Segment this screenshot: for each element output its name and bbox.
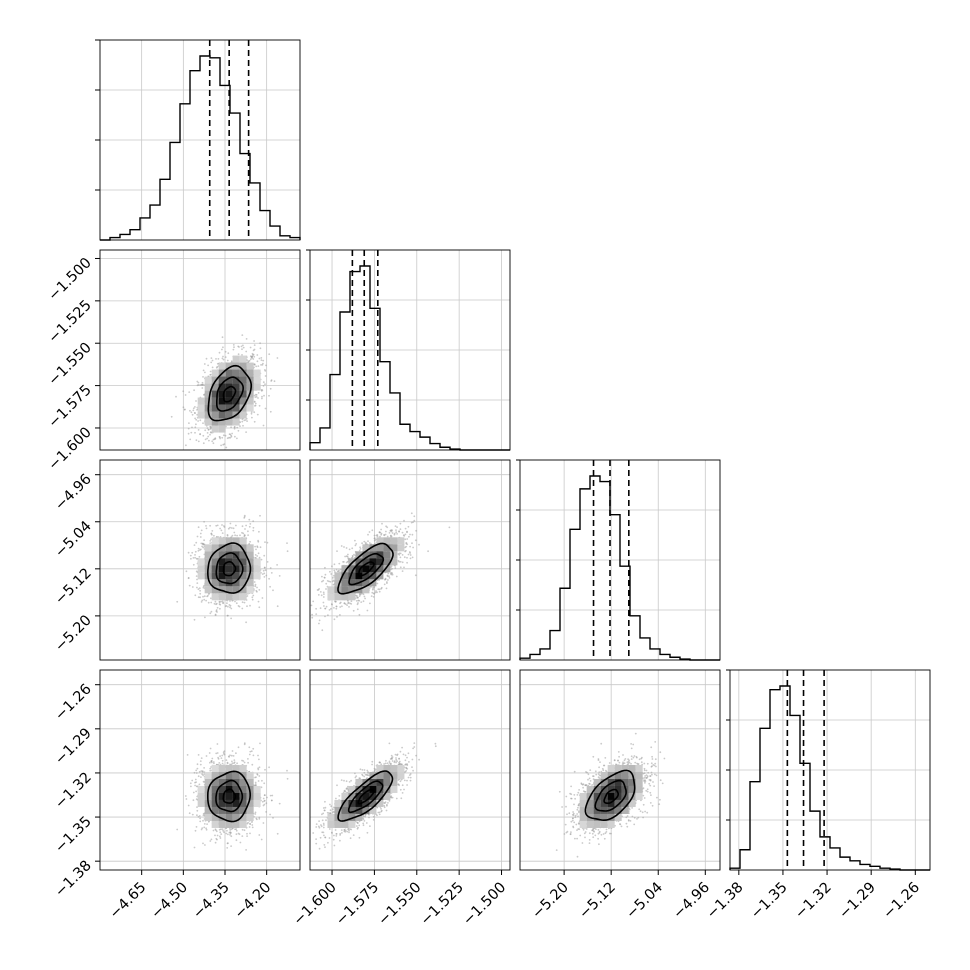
contour-line-2-1-1 [348, 552, 385, 586]
gridlines [310, 250, 510, 450]
contour-line-1-0-0 [222, 385, 237, 403]
x-tick-label: −5.12 [576, 880, 619, 923]
x-tick-label: −5.04 [623, 880, 666, 923]
y-tick-label: −1.550 [46, 340, 95, 389]
gridlines [100, 670, 300, 870]
contour-line-3-2-1 [594, 779, 627, 812]
panel-frame [519, 669, 721, 871]
contour-line-3-1-2 [337, 770, 394, 822]
contour-line-1-0-1 [216, 376, 245, 412]
x-tick-label: −1.500 [460, 880, 509, 929]
contour-line-2-0-1 [215, 552, 244, 585]
x-tick-label: −5.20 [529, 880, 572, 923]
gridlines [520, 460, 720, 660]
contour-line-2-1-0 [357, 561, 375, 577]
y-tick-label: −5.04 [52, 518, 95, 561]
density-cells-2-0 [197, 537, 261, 601]
x-tick-label: −4.20 [232, 880, 275, 923]
x-tick-label: −1.550 [375, 880, 424, 929]
gridlines [730, 670, 930, 870]
contour-line-2-0-0 [222, 561, 237, 577]
y-tick-label: −1.29 [52, 725, 95, 768]
x-tick-label: −1.29 [836, 880, 879, 923]
x-tick-label: −1.575 [333, 880, 382, 929]
panel-frame [309, 459, 511, 661]
contour-line-1-0-2 [207, 364, 252, 422]
gridlines [310, 460, 510, 660]
y-tick-label: −1.32 [52, 769, 95, 812]
y-tick-label: −5.12 [52, 565, 95, 608]
panel-frame [99, 249, 301, 451]
contour-line-3-2-2 [584, 769, 636, 822]
gridlines [310, 670, 510, 870]
x-tick-label: −1.38 [704, 880, 747, 923]
x-tick-label: −1.600 [291, 880, 340, 929]
contour-line-3-1-1 [347, 780, 384, 814]
x-tick-label: −4.65 [107, 880, 150, 923]
density-cells-3-0 [197, 764, 261, 828]
x-tick-label: −4.50 [148, 880, 191, 923]
x-tick-label: −1.32 [792, 880, 835, 923]
panel-frame [99, 459, 301, 661]
contour-line-2-0-2 [206, 542, 252, 594]
y-tick-label: −4.96 [52, 471, 95, 514]
gridlines [100, 460, 300, 660]
y-tick-label: −1.500 [46, 255, 95, 304]
histogram-step-2 [519, 475, 720, 661]
histogram-step-0 [100, 55, 301, 241]
x-tick-label: −1.35 [748, 880, 791, 923]
y-tick-label: −1.38 [52, 858, 95, 901]
panel-frame [309, 669, 511, 871]
x-tick-label: −1.26 [880, 880, 923, 923]
y-tick-label: −1.26 [52, 681, 95, 724]
y-tick-label: −1.575 [46, 382, 95, 431]
panel-frame [99, 669, 301, 871]
histogram-step-3 [729, 685, 930, 871]
contour-line-2-1-2 [337, 542, 394, 595]
contour-line-3-0-0 [222, 788, 237, 804]
histogram-step-1 [309, 265, 510, 451]
gridlines [100, 40, 300, 240]
y-tick-label: −1.525 [46, 297, 95, 346]
y-tick-label: −1.600 [46, 424, 95, 473]
x-tick-label: −1.525 [418, 880, 467, 929]
contour-line-3-2-0 [603, 788, 619, 805]
contour-line-3-1-0 [357, 789, 375, 805]
contour-line-3-0-2 [207, 770, 252, 823]
x-tick-label: −4.35 [190, 880, 233, 923]
y-tick-label: −5.20 [52, 612, 95, 655]
y-tick-label: −1.35 [52, 814, 95, 857]
x-tick-label: −4.96 [670, 880, 713, 923]
contour-line-3-0-1 [215, 779, 244, 813]
